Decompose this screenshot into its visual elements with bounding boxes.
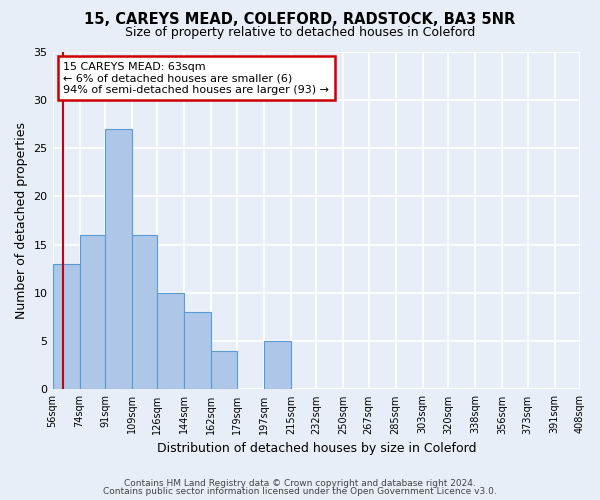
Bar [264,341,291,390]
Bar [184,312,211,390]
Bar [53,264,80,390]
X-axis label: Distribution of detached houses by size in Coleford: Distribution of detached houses by size … [157,442,476,455]
Text: Size of property relative to detached houses in Coleford: Size of property relative to detached ho… [125,26,475,39]
Text: 15 CAREYS MEAD: 63sqm
← 6% of detached houses are smaller (6)
94% of semi-detach: 15 CAREYS MEAD: 63sqm ← 6% of detached h… [63,62,329,95]
Text: Contains public sector information licensed under the Open Government Licence v3: Contains public sector information licen… [103,487,497,496]
Bar [157,293,184,390]
Bar [132,235,157,390]
Bar [211,351,237,390]
Text: Contains HM Land Registry data © Crown copyright and database right 2024.: Contains HM Land Registry data © Crown c… [124,478,476,488]
Y-axis label: Number of detached properties: Number of detached properties [15,122,28,319]
Text: 15, CAREYS MEAD, COLEFORD, RADSTOCK, BA3 5NR: 15, CAREYS MEAD, COLEFORD, RADSTOCK, BA3… [85,12,515,28]
Bar [105,128,132,390]
Bar [80,235,105,390]
